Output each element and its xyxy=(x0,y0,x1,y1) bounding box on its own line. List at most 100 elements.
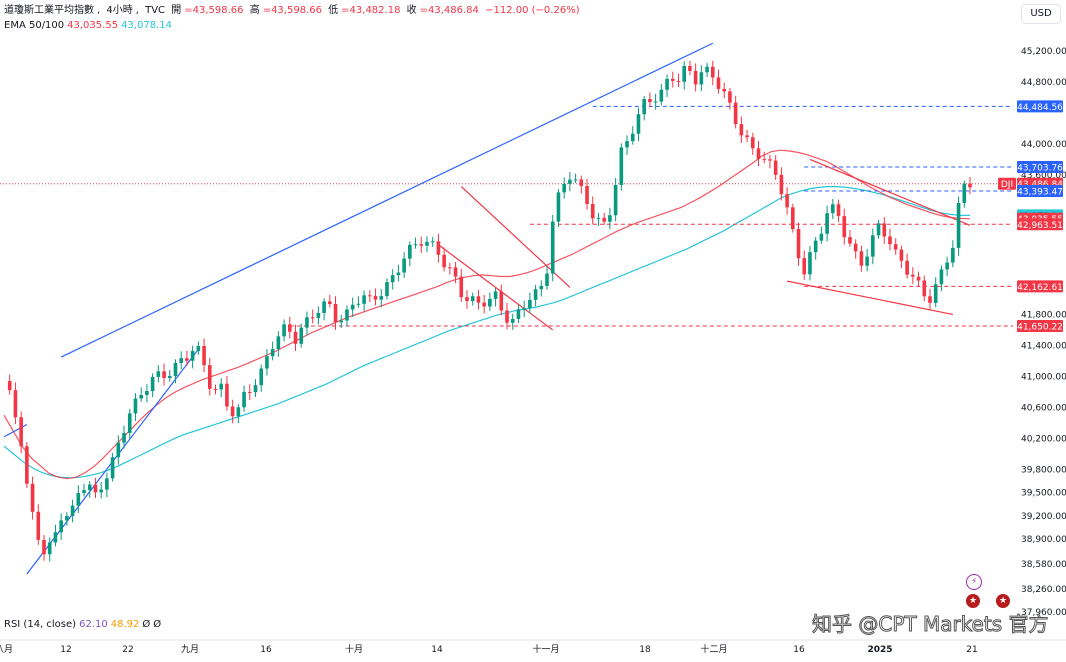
candle xyxy=(236,403,241,424)
candle xyxy=(928,288,932,311)
close-value: =43,486.84 xyxy=(419,5,479,16)
candle-body xyxy=(802,258,807,275)
candle-body xyxy=(305,317,309,328)
candle-body xyxy=(499,291,504,311)
rsi-legend[interactable]: RSI (14, close) 62.10 48.92 Ø Ø xyxy=(4,619,164,631)
candle xyxy=(636,107,641,142)
candle-body xyxy=(25,446,29,484)
candle-body xyxy=(945,262,949,270)
lightning-icon[interactable]: ⚡ xyxy=(966,574,982,590)
candle xyxy=(733,95,738,129)
candle xyxy=(59,513,63,540)
candle xyxy=(602,212,606,225)
candle xyxy=(745,129,749,143)
y-tick-label: 41,800.00 xyxy=(1021,310,1066,320)
candle xyxy=(853,239,858,259)
y-tick-label: 44,800.00 xyxy=(1021,78,1066,88)
us-flag-icon[interactable]: ★ xyxy=(966,594,980,608)
candle-body xyxy=(693,70,698,85)
candle-body xyxy=(831,204,835,214)
y-tick-label: 38,260.00 xyxy=(1021,585,1066,595)
candle-body xyxy=(808,252,812,275)
candle-body xyxy=(785,194,789,208)
candle-body xyxy=(848,237,852,244)
candle-body xyxy=(242,391,246,408)
candle-body xyxy=(573,179,578,181)
header-ohlc: 道瓊斯工業平均指數, 4小時, TVC 開 =43,598.66 高 =43,598… xyxy=(4,5,580,16)
candle-body xyxy=(665,78,669,90)
y-tick-label: 41,000.00 xyxy=(1021,372,1066,382)
candle xyxy=(127,408,132,439)
candle-body xyxy=(247,391,252,393)
candle xyxy=(448,262,452,275)
candle-body xyxy=(265,356,269,369)
candle-body xyxy=(545,273,549,286)
currency-button[interactable]: USD xyxy=(1021,4,1061,24)
candle-body xyxy=(653,101,658,103)
candle-body xyxy=(162,371,166,379)
candle xyxy=(93,477,98,498)
candle-body xyxy=(70,505,75,516)
price-label: DJI xyxy=(1001,180,1013,190)
candle-body xyxy=(76,493,81,506)
candle-body xyxy=(968,183,972,188)
candle-body xyxy=(442,254,446,268)
x-tick-label: 十二月 xyxy=(700,643,727,655)
candle xyxy=(956,196,961,256)
candle-body xyxy=(568,179,572,184)
candle xyxy=(648,92,652,108)
candle xyxy=(865,248,869,272)
candle-body xyxy=(259,368,264,386)
candle-body xyxy=(791,207,795,229)
candle xyxy=(82,483,86,497)
candle-body xyxy=(722,88,727,92)
candle-body xyxy=(339,320,344,323)
candle xyxy=(796,222,801,266)
candle-body xyxy=(619,147,624,186)
y-tick-label: 40,200.00 xyxy=(1021,434,1066,444)
ema100-value: 43,078.14 xyxy=(121,20,172,31)
candle-body xyxy=(676,80,681,82)
candle-body xyxy=(762,159,767,161)
candle xyxy=(590,196,595,225)
candle-body xyxy=(819,233,824,241)
candle xyxy=(539,280,544,297)
candle xyxy=(53,524,58,547)
candle-body xyxy=(202,346,206,366)
price-label-bg xyxy=(1017,100,1063,113)
candle xyxy=(122,425,126,449)
candle xyxy=(608,207,612,230)
candle xyxy=(179,351,183,370)
candle-body xyxy=(419,244,424,246)
candle-body xyxy=(596,217,601,219)
ema-legend[interactable]: EMA 50/100 43,035.55 43,078.14 xyxy=(4,20,175,32)
candle-body xyxy=(470,296,475,302)
x-tick-label: 九月 xyxy=(181,644,199,655)
candle-body xyxy=(579,179,584,187)
candle-body xyxy=(956,203,961,248)
candle xyxy=(379,289,384,308)
y-tick-label: 40,600.00 xyxy=(1021,403,1066,413)
candle-body xyxy=(299,327,304,344)
candle-body xyxy=(59,520,63,533)
candle-body xyxy=(705,66,709,73)
candle xyxy=(493,287,498,307)
candle-body xyxy=(688,65,692,71)
candle xyxy=(156,365,161,383)
x-tick-label: 16 xyxy=(260,645,272,655)
us-flag-icon[interactable]: ★ xyxy=(996,594,1010,608)
candle xyxy=(453,262,458,284)
candle xyxy=(893,238,898,255)
candle xyxy=(693,63,698,92)
candle xyxy=(459,268,464,302)
candle-body xyxy=(99,489,103,493)
candle xyxy=(230,399,235,424)
candle xyxy=(945,256,949,277)
candle xyxy=(310,309,315,324)
candle xyxy=(528,292,532,314)
symbol-title: 道瓊斯工業平均指數 xyxy=(4,5,94,16)
candle xyxy=(76,485,81,513)
candle-body xyxy=(888,236,892,245)
candle-body xyxy=(207,365,212,389)
